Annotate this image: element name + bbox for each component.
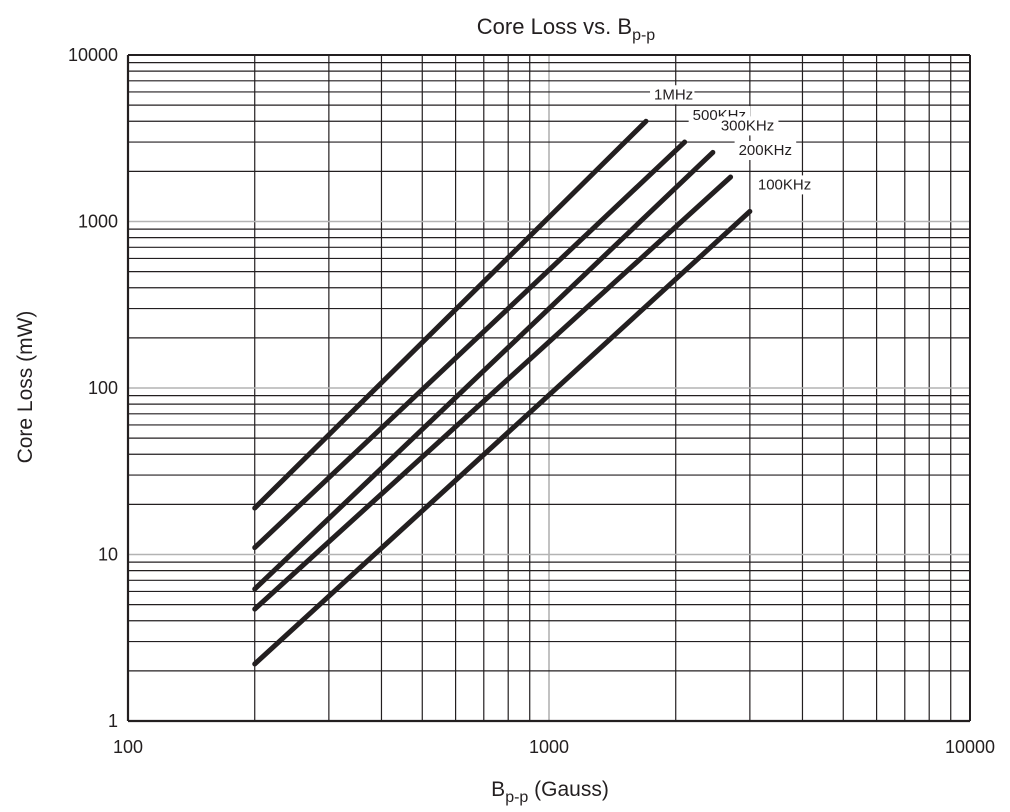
x-axis-label-rest: (Gauss) — [528, 778, 609, 801]
x-axis-label-sub: p-p — [505, 789, 528, 806]
series-label: 300KHz — [721, 117, 774, 134]
chart-title-main: Core Loss vs. B — [477, 14, 632, 39]
series-label-box — [734, 141, 797, 161]
x-axis-label-main: B — [491, 778, 505, 801]
series-label-box — [753, 175, 816, 195]
y-tick-label: 100 — [88, 378, 118, 398]
x-tick-label: 1000 — [529, 737, 569, 757]
series-line — [252, 118, 649, 511]
y-axis-label: Core Loss (mW) — [14, 311, 37, 464]
series-line — [252, 174, 734, 612]
series-label-box — [716, 116, 779, 136]
series-label-box — [650, 85, 695, 105]
series-line — [252, 149, 716, 592]
series-label: 1MHz — [654, 86, 693, 103]
series-lines — [252, 118, 753, 667]
y-tick-labels: 1 10 100 1000 10000 — [68, 45, 118, 731]
series-line — [252, 208, 753, 667]
x-tick-label: 10000 — [945, 737, 995, 757]
series-line — [252, 139, 688, 551]
x-tick-label: 100 — [113, 737, 143, 757]
x-axis-label: Bp-p (Gauss) — [491, 778, 609, 806]
y-tick-label: 10000 — [68, 45, 118, 65]
y-tick-label: 1 — [108, 711, 118, 731]
y-tick-label: 1000 — [78, 212, 118, 232]
series-label: 100KHz — [758, 176, 811, 193]
y-tick-label: 10 — [98, 545, 118, 565]
x-tick-labels: 100 1000 10000 — [113, 737, 995, 757]
series-label: 200KHz — [739, 142, 792, 159]
chart-title-sub: p-p — [632, 27, 655, 44]
axes — [126, 54, 971, 723]
chart-title: Core Loss vs. Bp-p — [477, 14, 656, 44]
grid — [128, 55, 970, 721]
